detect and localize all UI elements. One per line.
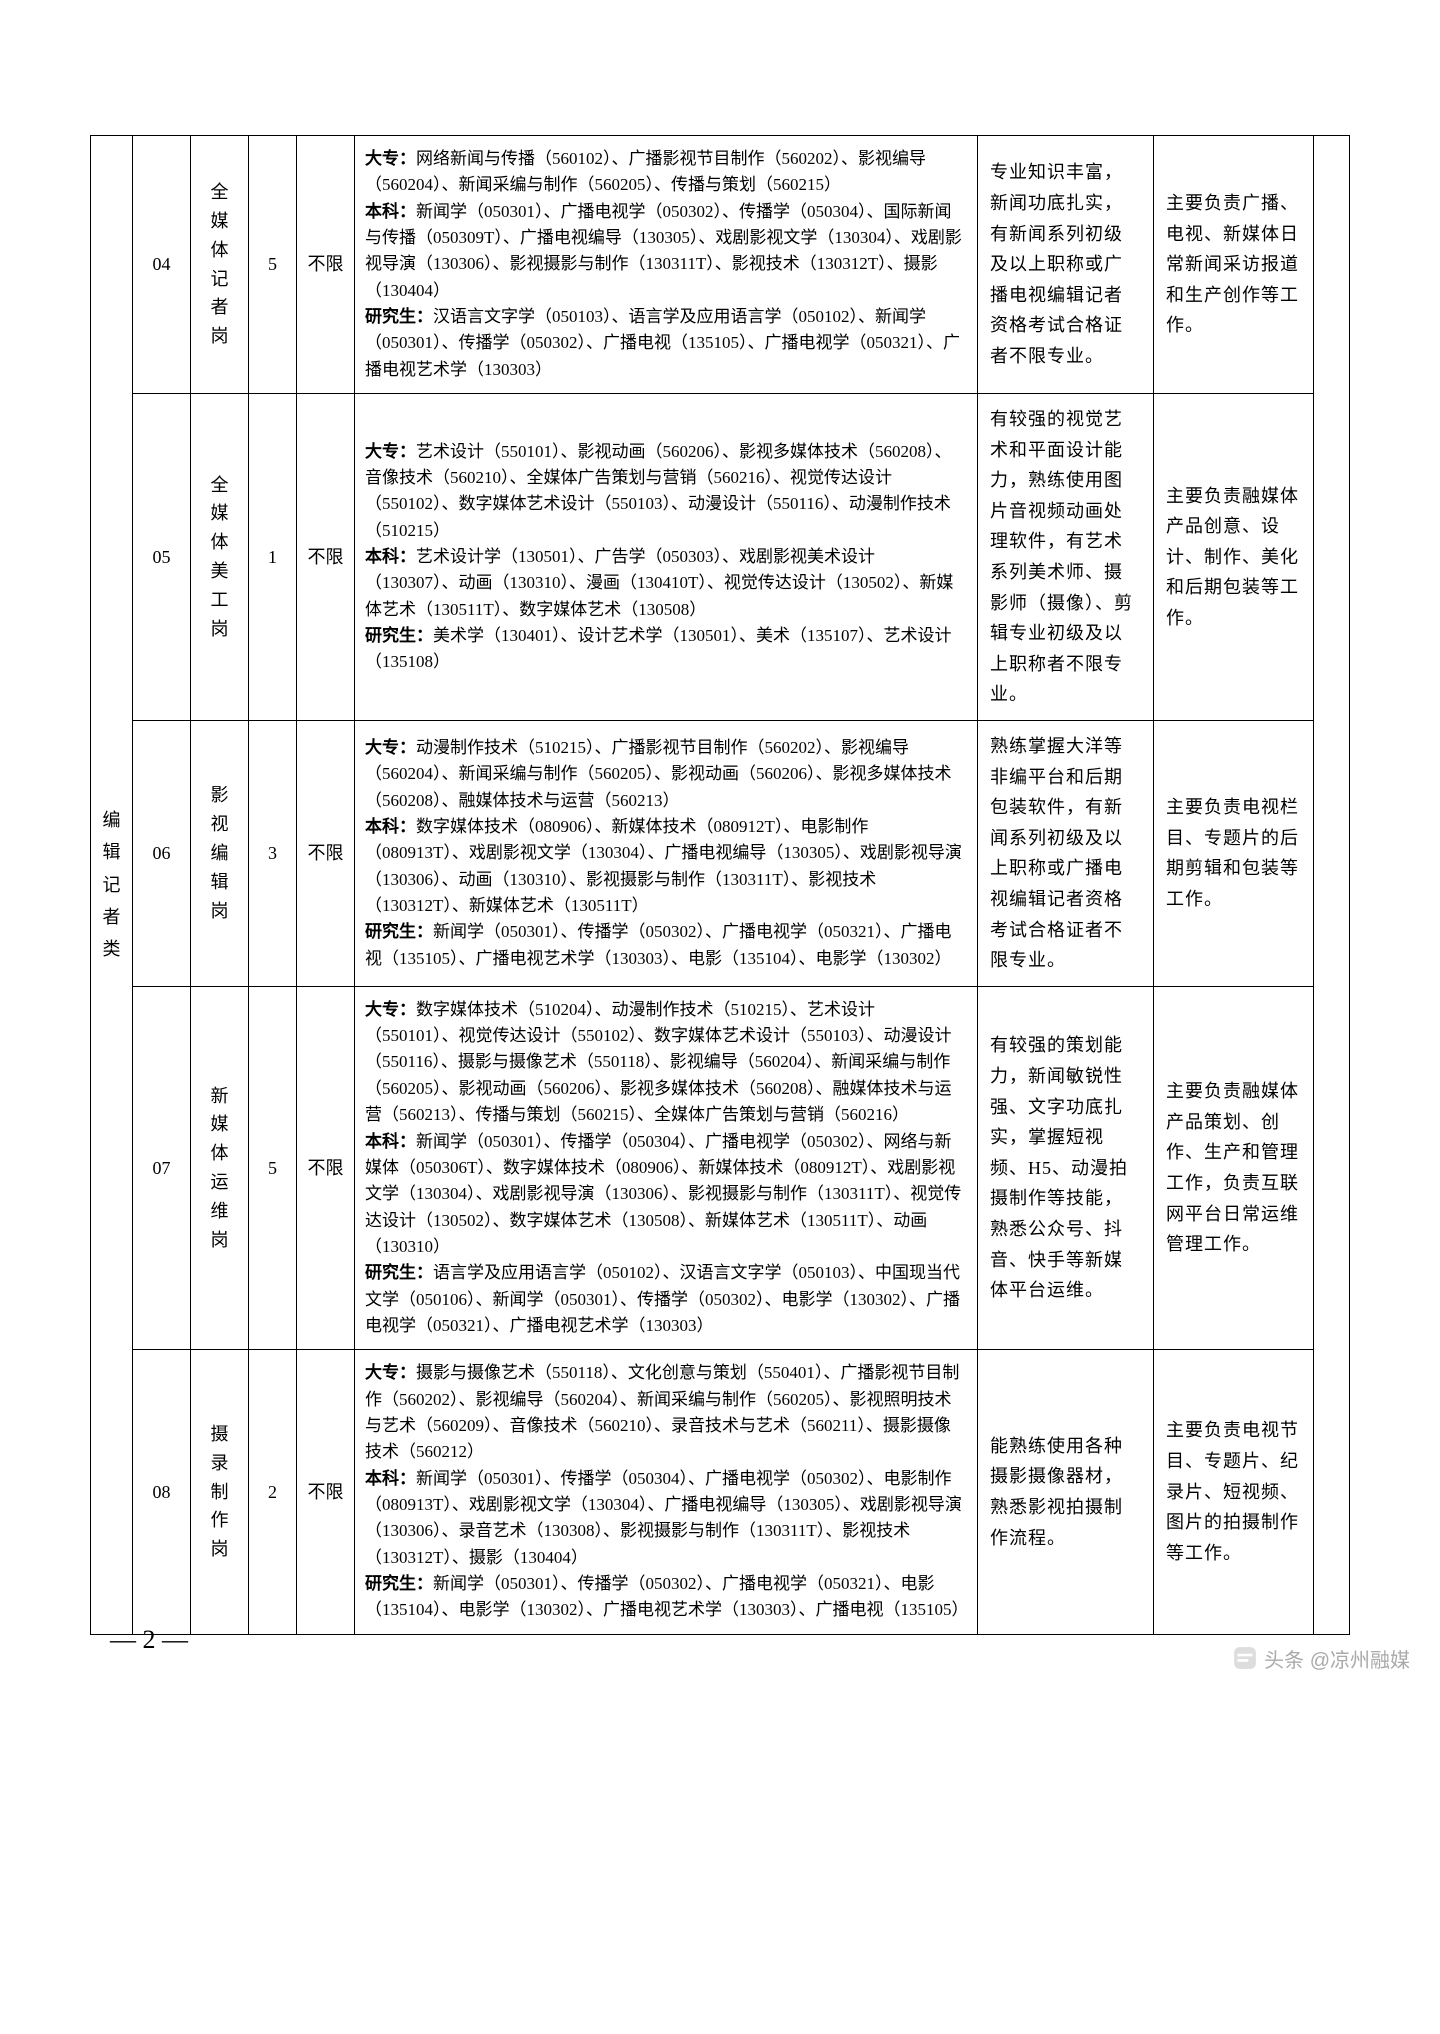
majors-cell: 大专：数字媒体技术（510204）、动漫制作技术（510215）、艺术设计（55… (355, 986, 978, 1349)
limit-cell: 不限 (297, 721, 355, 987)
position-label: 全媒体记者岗 (197, 178, 242, 351)
majors-cell: 大专：网络新闻与传播（560102）、广播影视节目制作（560202）、影视编导… (355, 136, 978, 394)
position-label: 新媒体运维岗 (197, 1082, 242, 1255)
count-cell: 5 (249, 986, 297, 1349)
row-number: 06 (133, 721, 191, 987)
position-cell: 摄录制作岗 (191, 1350, 249, 1634)
position-label: 摄录制作岗 (197, 1420, 242, 1564)
row-number: 07 (133, 986, 191, 1349)
duty-cell: 主要负责融媒体产品创意、设计、制作、美化和后期包装等工作。 (1154, 394, 1314, 721)
position-cell: 全媒体记者岗 (191, 136, 249, 394)
table-row: 08摄录制作岗2不限大专：摄影与摄像艺术（550118）、文化创意与策划（550… (91, 1350, 1350, 1634)
count-cell: 3 (249, 721, 297, 987)
table-row: 编辑记者类04全媒体记者岗5不限大专：网络新闻与传播（560102）、广播影视节… (91, 136, 1350, 394)
watermark-text: 头条 @凉州融媒 (1264, 1644, 1410, 1673)
duty-cell: 主要负责融媒体产品策划、创作、生产和管理工作，负责互联网平台日常运维管理工作。 (1154, 986, 1314, 1349)
position-label: 影视编辑岗 (197, 781, 242, 925)
position-cell: 全媒体美工岗 (191, 394, 249, 721)
extra-column (1314, 136, 1350, 1635)
duty-cell: 主要负责电视栏目、专题片的后期剪辑和包装等工作。 (1154, 721, 1314, 987)
conditions-cell: 能熟练使用各种摄影摄像器材，熟悉影视拍摄制作流程。 (978, 1350, 1154, 1634)
majors-cell: 大专：动漫制作技术（510215）、广播影视节目制作（560202）、影视编导（… (355, 721, 978, 987)
limit-cell: 不限 (297, 1350, 355, 1634)
conditions-cell: 熟练掌握大洋等非编平台和后期包装软件，有新闻系列初级及以上职称或广播电视编辑记者… (978, 721, 1154, 987)
count-cell: 2 (249, 1350, 297, 1634)
position-label: 全媒体美工岗 (197, 471, 242, 644)
conditions-cell: 专业知识丰富，新闻功底扎实，有新闻系列初级及以上职称或广播电视编辑记者资格考试合… (978, 136, 1154, 394)
conditions-cell: 有较强的策划能力，新闻敏锐性强、文字功底扎实，掌握短视频、H5、动漫拍摄制作等技… (978, 986, 1154, 1349)
majors-cell: 大专：摄影与摄像艺术（550118）、文化创意与策划（550401）、广播影视节… (355, 1350, 978, 1634)
limit-cell: 不限 (297, 986, 355, 1349)
watermark: 头条 @凉州融媒 (1232, 1644, 1410, 1673)
duty-cell: 主要负责电视节目、专题片、纪录片、短视频、图片的拍摄制作等工作。 (1154, 1350, 1314, 1634)
count-cell: 5 (249, 136, 297, 394)
limit-cell: 不限 (297, 136, 355, 394)
conditions-cell: 有较强的视觉艺术和平面设计能力，熟练使用图片音视频动画处理软件，有艺术系列美术师… (978, 394, 1154, 721)
category-label: 编辑记者类 (97, 804, 126, 966)
table-row: 07新媒体运维岗5不限大专：数字媒体技术（510204）、动漫制作技术（5102… (91, 986, 1350, 1349)
page-number: — 2 — (110, 1625, 188, 1655)
limit-cell: 不限 (297, 394, 355, 721)
recruitment-table: 编辑记者类04全媒体记者岗5不限大专：网络新闻与传播（560102）、广播影视节… (90, 135, 1350, 1635)
table-row: 05全媒体美工岗1不限大专：艺术设计（550101）、影视动画（560206）、… (91, 394, 1350, 721)
position-cell: 影视编辑岗 (191, 721, 249, 987)
count-cell: 1 (249, 394, 297, 721)
majors-cell: 大专：艺术设计（550101）、影视动画（560206）、影视多媒体技术（560… (355, 394, 978, 721)
row-number: 05 (133, 394, 191, 721)
row-number: 04 (133, 136, 191, 394)
position-cell: 新媒体运维岗 (191, 986, 249, 1349)
row-number: 08 (133, 1350, 191, 1634)
category-cell: 编辑记者类 (91, 136, 133, 1635)
duty-cell: 主要负责广播、电视、新媒体日常新闻采访报道和生产创作等工作。 (1154, 136, 1314, 394)
table-row: 06影视编辑岗3不限大专：动漫制作技术（510215）、广播影视节目制作（560… (91, 721, 1350, 987)
toutiao-icon (1232, 1645, 1258, 1671)
